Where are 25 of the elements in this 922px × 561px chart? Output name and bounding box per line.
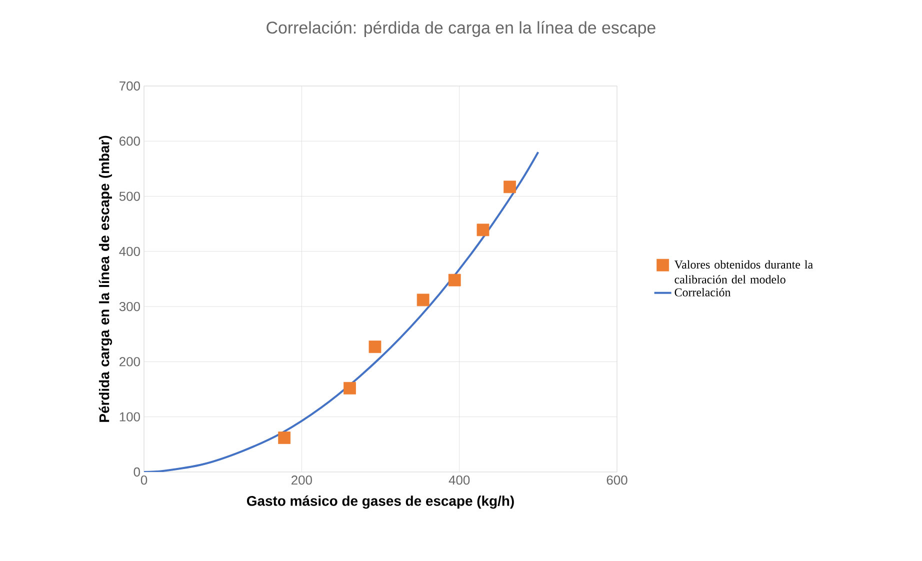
point [344,382,356,394]
x-tick-label: 400 [448,476,470,485]
point [476,224,490,236]
y-tick-label: 500 [119,192,140,201]
y-tick-label: 700 [120,81,140,91]
point [278,432,291,444]
line-series [144,151,540,472]
y-tick-label: 100 [120,412,140,422]
x-tick-label: 600 [606,476,628,485]
y-axis-title: Pérdida carga en la línea de escape (mbar) [98,136,112,422]
chart-title: Correlación: pérdida de carga en la línea de escape [266,21,656,37]
legend-label: Valores obtenidos durante la calibración del modelo [674,260,813,284]
y-tick-label: 0 [134,467,140,477]
point [416,294,430,306]
legend-label: Correlación [674,288,731,296]
x-axis-title: Gasto másico de gases de escape (kg/h) [246,496,514,509]
point [368,340,382,354]
point [504,180,516,194]
point [448,274,461,286]
y-tick-label: 300 [119,302,140,312]
x-tick-label: 0 [140,476,148,485]
y-tick-label: 600 [120,136,140,146]
y-tick-label: 200 [120,357,140,366]
y-tick-label: 400 [119,246,140,256]
x-tick-label: 200 [292,476,312,485]
